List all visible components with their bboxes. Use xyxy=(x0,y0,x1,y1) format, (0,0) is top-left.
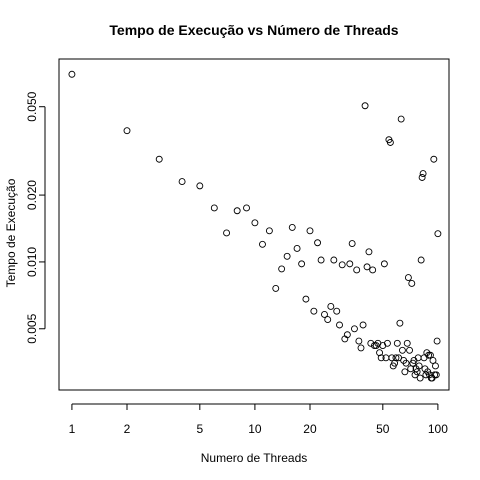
data-point xyxy=(343,331,351,339)
data-point xyxy=(406,346,413,354)
x-tick-label: 5 xyxy=(196,422,203,436)
data-point xyxy=(123,127,131,135)
data-point xyxy=(376,349,384,357)
data-point xyxy=(196,182,204,190)
chart-title: Tempo de Execução vs Número de Threads xyxy=(109,22,398,38)
data-point xyxy=(415,362,423,370)
data-points xyxy=(68,70,442,382)
data-point xyxy=(272,284,280,292)
data-point xyxy=(283,252,291,260)
data-point xyxy=(397,115,405,123)
data-point xyxy=(355,337,363,345)
x-tick-label: 50 xyxy=(376,422,390,436)
data-point xyxy=(359,321,367,329)
x-tick-label: 2 xyxy=(124,422,131,436)
data-point xyxy=(306,227,314,235)
y-axis-title: Tempo de Execução xyxy=(4,178,18,287)
data-point xyxy=(336,321,343,329)
data-point xyxy=(265,227,273,235)
data-point xyxy=(317,256,325,264)
data-point xyxy=(407,365,415,373)
data-point xyxy=(251,219,259,227)
data-point xyxy=(403,339,411,347)
data-point xyxy=(429,357,437,364)
data-point xyxy=(432,362,439,370)
data-point xyxy=(430,155,438,163)
data-point xyxy=(398,346,406,354)
data-point xyxy=(178,178,186,186)
data-point xyxy=(432,371,440,379)
data-point xyxy=(330,256,338,264)
data-point xyxy=(357,344,365,352)
data-point xyxy=(370,342,378,350)
y-tick-label: 0.005 xyxy=(25,313,39,343)
x-axis: 1 2 5 10 20 50 100 xyxy=(69,403,448,436)
data-point xyxy=(386,139,394,146)
data-point xyxy=(388,354,396,362)
data-point xyxy=(68,70,76,78)
data-point xyxy=(348,240,356,247)
data-point xyxy=(223,229,231,237)
data-point xyxy=(396,319,404,327)
y-tick-label: 0.050 xyxy=(25,91,39,121)
y-tick-label: 0.020 xyxy=(25,180,39,210)
data-point xyxy=(401,368,409,376)
data-point xyxy=(416,374,424,382)
data-point xyxy=(333,307,341,315)
x-axis-title: Numero de Threads xyxy=(201,451,308,465)
data-point xyxy=(243,204,250,212)
data-point xyxy=(434,230,442,238)
data-point xyxy=(310,307,318,315)
x-tick-label: 20 xyxy=(303,422,317,436)
data-point xyxy=(327,303,335,310)
data-point xyxy=(425,351,433,359)
data-point xyxy=(351,325,358,333)
data-point xyxy=(321,311,328,318)
y-axis: 0.005 0.010 0.020 0.050 xyxy=(25,91,46,344)
data-point xyxy=(298,260,306,268)
data-point xyxy=(392,354,400,362)
data-point xyxy=(233,207,241,215)
plot-area-border xyxy=(58,58,450,391)
data-point xyxy=(302,295,310,303)
x-tick-label: 10 xyxy=(248,422,262,436)
y-tick-label: 0.010 xyxy=(25,247,39,277)
data-point xyxy=(380,260,388,268)
data-point xyxy=(404,274,412,282)
data-point xyxy=(419,170,427,178)
x-tick-label: 1 xyxy=(69,422,76,436)
data-point xyxy=(383,339,391,347)
data-point xyxy=(155,155,163,163)
data-point xyxy=(365,248,373,256)
data-point xyxy=(288,223,296,231)
data-point xyxy=(314,239,322,247)
data-point xyxy=(377,354,385,362)
data-point xyxy=(418,174,426,181)
data-point xyxy=(293,244,301,252)
x-tick-label: 100 xyxy=(428,422,448,436)
data-point xyxy=(372,342,380,350)
data-point xyxy=(210,204,218,212)
data-point xyxy=(433,337,441,345)
data-point xyxy=(338,261,346,269)
data-point xyxy=(363,263,371,271)
data-point xyxy=(413,368,421,376)
data-point xyxy=(393,339,401,347)
data-point xyxy=(278,265,286,273)
data-point xyxy=(324,316,332,324)
data-point xyxy=(346,260,354,268)
data-point xyxy=(369,266,377,274)
data-point xyxy=(353,266,361,274)
data-point xyxy=(402,359,410,367)
data-point xyxy=(417,256,425,264)
data-point xyxy=(361,102,369,110)
data-point xyxy=(259,240,266,248)
data-point xyxy=(408,279,416,287)
